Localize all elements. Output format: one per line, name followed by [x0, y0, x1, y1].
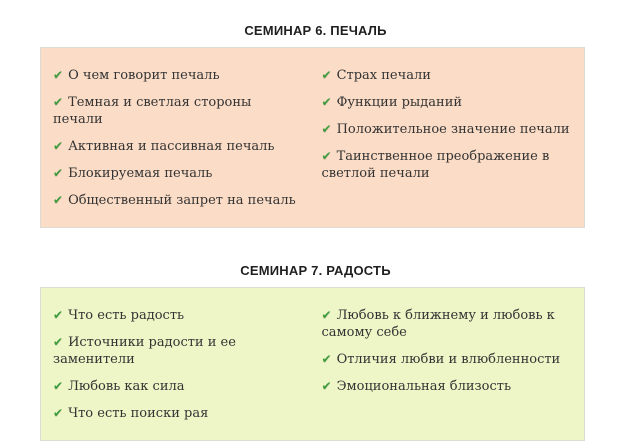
- topic-item: ✔ Таинственное преображение в светлой печ…: [322, 148, 573, 182]
- topic-label: Что есть поиски рая: [68, 406, 209, 421]
- topic-label: О чем говорит печаль: [68, 68, 220, 83]
- check-icon: ✔: [321, 352, 332, 366]
- check-icon: ✔: [321, 95, 332, 109]
- topic-label: Общественный запрет на печаль: [68, 193, 296, 208]
- check-icon: ✔: [321, 149, 332, 163]
- topic-item: ✔ Функции рыданий: [322, 94, 573, 111]
- topic-label: Эмоциональная близость: [336, 379, 512, 394]
- topic-item: ✔ Активная и пассивная печаль: [53, 138, 304, 155]
- check-icon: ✔: [321, 68, 332, 82]
- topic-item: ✔ Что есть поиски рая: [53, 405, 304, 422]
- topic-item: ✔ Любовь к ближнему и любовь к самому себ…: [322, 307, 573, 341]
- check-icon: ✔: [321, 122, 332, 136]
- check-icon: ✔: [53, 95, 64, 109]
- section-title: СЕМИНАР 6. ПЕЧАЛЬ: [244, 23, 387, 38]
- topic-item: ✔ Что есть радость: [53, 307, 304, 324]
- topics-column-right: ✔ Любовь к ближнему и любовь к самому себ…: [322, 307, 573, 432]
- topic-label: Таинственное преображение в светлой печа…: [321, 149, 550, 181]
- check-icon: ✔: [53, 193, 64, 207]
- topic-item: ✔ О чем говорит печаль: [53, 67, 304, 84]
- topic-label: Темная и светлая стороны печали: [53, 95, 252, 127]
- topic-label: Любовь как сила: [68, 379, 185, 394]
- check-icon: ✔: [53, 335, 64, 349]
- topic-label: Любовь к ближнему и любовь к самому себе: [321, 308, 555, 340]
- check-icon: ✔: [321, 379, 332, 393]
- topic-item: ✔ Источники радости и ее заменители: [53, 334, 304, 368]
- topic-label: Функции рыданий: [336, 95, 463, 110]
- topic-label: Блокируемая печаль: [68, 166, 213, 181]
- check-icon: ✔: [53, 308, 64, 322]
- topic-item: ✔ Отличия любви и влюбленности: [322, 351, 573, 368]
- topics-column-right: ✔ Страх печали ✔ Функции рыданий ✔ Положите…: [322, 67, 573, 219]
- seminar-section: СЕМИНАР 7. РАДОСТЬ ✔ Что есть радость ✔ Ис…: [0, 264, 631, 441]
- check-icon: ✔: [53, 406, 64, 420]
- topic-label: Что есть радость: [68, 308, 185, 323]
- topic-item: ✔ Темная и светлая стороны печали: [53, 94, 304, 128]
- check-icon: ✔: [53, 139, 64, 153]
- topic-label: Источники радости и ее заменители: [53, 335, 236, 367]
- topic-item: ✔ Общественный запрет на печаль: [53, 192, 304, 209]
- topic-item: ✔ Блокируемая печаль: [53, 165, 304, 182]
- check-icon: ✔: [321, 308, 332, 322]
- topics-column-left: ✔ Что есть радость ✔ Источники радости и е…: [53, 307, 304, 432]
- check-icon: ✔: [53, 166, 64, 180]
- topic-label: Страх печали: [336, 68, 431, 83]
- topic-label: Активная и пассивная печаль: [68, 139, 275, 154]
- topic-item: ✔ Любовь как сила: [53, 378, 304, 395]
- seminar-panel: ✔ Что есть радость ✔ Источники радости и е…: [40, 287, 585, 441]
- topics-column-left: ✔ О чем говорит печаль ✔ Темная и светлая …: [53, 67, 304, 219]
- seminar-panel: ✔ О чем говорит печаль ✔ Темная и светлая …: [40, 47, 585, 228]
- topic-item: ✔ Эмоциональная близость: [322, 378, 573, 395]
- topic-item: ✔ Страх печали: [322, 67, 573, 84]
- topic-label: Отличия любви и влюбленности: [336, 352, 561, 367]
- check-icon: ✔: [53, 68, 64, 82]
- check-icon: ✔: [53, 379, 64, 393]
- seminar-section: СЕМИНАР 6. ПЕЧАЛЬ ✔ О чем говорит печаль …: [0, 24, 631, 228]
- section-title: СЕМИНАР 7. РАДОСТЬ: [240, 263, 391, 278]
- topic-label: Положительное значение печали: [336, 122, 570, 137]
- topic-item: ✔ Положительное значение печали: [322, 121, 573, 138]
